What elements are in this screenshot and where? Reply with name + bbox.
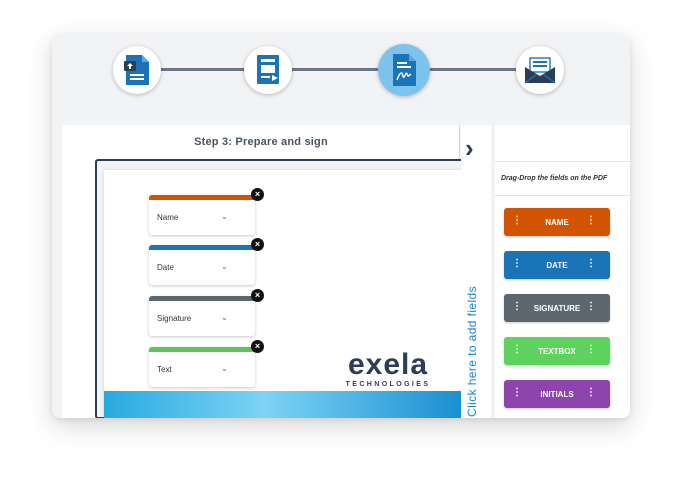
- drag-handle-icon[interactable]: ⋮: [512, 258, 522, 269]
- step-send-button[interactable]: [516, 46, 564, 94]
- placed-field-date[interactable]: Date ⌄ ×: [149, 238, 264, 285]
- more-icon[interactable]: ⋮: [586, 258, 596, 269]
- close-icon[interactable]: ×: [251, 340, 264, 353]
- progress-stepper: [52, 34, 630, 124]
- drag-handle-icon[interactable]: ⋮: [512, 344, 522, 355]
- field-button-date[interactable]: ⋮ DATE ⋮: [504, 251, 610, 279]
- drag-handle-icon[interactable]: ⋮: [512, 301, 522, 312]
- drag-handle-icon[interactable]: ⋮: [512, 215, 522, 226]
- step-sign-button[interactable]: [378, 44, 430, 96]
- field-button-signature[interactable]: ⋮ SIGNATURE ⋮: [504, 294, 610, 322]
- chevron-right-icon[interactable]: ›: [465, 133, 474, 163]
- document-banner-image: [104, 391, 462, 418]
- field-label: Signature: [157, 314, 192, 323]
- more-icon[interactable]: ⋮: [586, 387, 596, 398]
- close-icon[interactable]: ×: [251, 188, 264, 201]
- close-icon[interactable]: ×: [251, 289, 264, 302]
- placed-field-name[interactable]: Name ⌄ ×: [149, 188, 264, 235]
- step-edit-button[interactable]: [244, 46, 292, 94]
- field-label: Text: [157, 365, 172, 374]
- field-button-label: INITIALS: [540, 389, 574, 399]
- company-logo: exela TECHNOLOGIES: [336, 350, 440, 390]
- document-edit-icon: [257, 55, 279, 84]
- pdf-page[interactable]: Name ⌄ × Date ⌄ × Signature ⌄ × Text ⌄: [104, 170, 462, 418]
- field-button-textbox[interactable]: ⋮ TEXTBOX ⋮: [504, 337, 610, 365]
- field-label: Date: [157, 263, 174, 272]
- app-card: Step 3: Prepare and sign Name ⌄ × Date ⌄…: [52, 34, 630, 418]
- field-button-label: TEXTBOX: [538, 346, 576, 356]
- logo-wordmark: exela: [347, 348, 429, 381]
- divider: [495, 195, 630, 196]
- document-workspace: Step 3: Prepare and sign Name ⌄ × Date ⌄…: [62, 125, 467, 418]
- fields-panel: Drag-Drop the fields on the PDF ⋮ NAME ⋮…: [495, 125, 630, 418]
- page-title: Step 3: Prepare and sign: [194, 136, 328, 148]
- panel-hint: Drag-Drop the fields on the PDF: [501, 175, 608, 182]
- chevron-down-icon[interactable]: ⌄: [221, 262, 228, 271]
- more-icon[interactable]: ⋮: [586, 344, 596, 355]
- step-upload-button[interactable]: [113, 46, 161, 94]
- drag-handle-icon[interactable]: ⋮: [512, 387, 522, 398]
- stepper-connector: [161, 68, 250, 71]
- drawer-toggle-label[interactable]: Click here to add fields: [465, 286, 479, 417]
- send-mail-icon: [524, 57, 556, 84]
- placed-field-text[interactable]: Text ⌄ ×: [149, 340, 264, 387]
- field-button-label: DATE: [546, 260, 568, 270]
- more-icon[interactable]: ⋮: [586, 301, 596, 312]
- stepper-connector: [290, 68, 378, 71]
- placed-field-signature[interactable]: Signature ⌄ ×: [149, 289, 264, 336]
- logo-subtitle: TECHNOLOGIES: [345, 381, 431, 388]
- chevron-down-icon[interactable]: ⌄: [221, 313, 228, 322]
- pdf-viewer: Name ⌄ × Date ⌄ × Signature ⌄ × Text ⌄: [95, 159, 467, 418]
- upload-document-icon: [124, 55, 149, 85]
- more-icon[interactable]: ⋮: [586, 215, 596, 226]
- field-button-label: NAME: [545, 217, 569, 227]
- chevron-down-icon[interactable]: ⌄: [221, 212, 228, 221]
- divider: [495, 161, 630, 162]
- close-icon[interactable]: ×: [251, 238, 264, 251]
- field-label: Name: [157, 213, 179, 222]
- signed-document-icon: [393, 54, 416, 86]
- field-button-name[interactable]: ⋮ NAME ⋮: [504, 208, 610, 236]
- field-button-label: SIGNATURE: [533, 303, 581, 313]
- chevron-down-icon[interactable]: ⌄: [221, 364, 228, 373]
- add-fields-drawer-toggle[interactable]: › Click here to add fields: [461, 125, 491, 418]
- field-button-initials[interactable]: ⋮ INITIALS ⋮: [504, 380, 610, 408]
- stepper-connector: [420, 68, 516, 71]
